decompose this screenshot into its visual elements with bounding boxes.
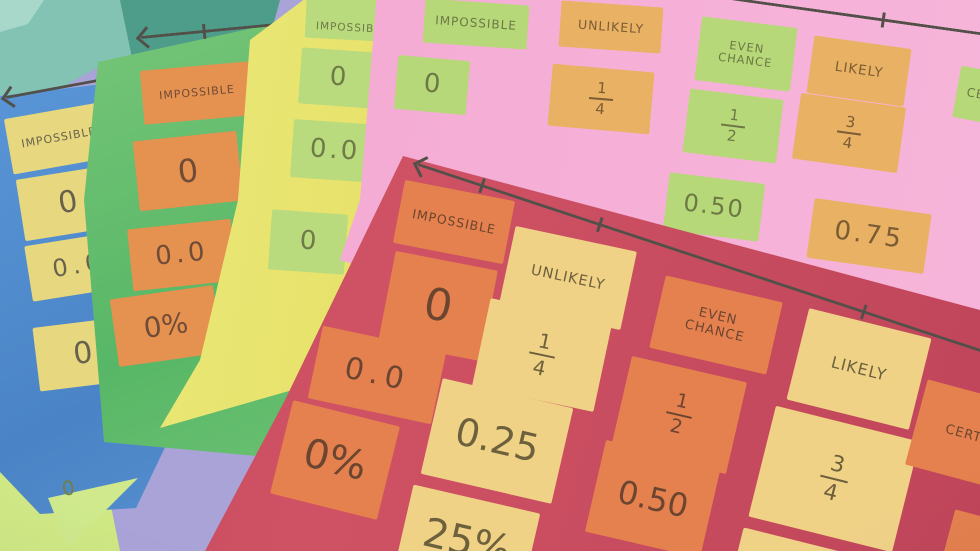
scrap-zero: 0	[60, 475, 77, 501]
